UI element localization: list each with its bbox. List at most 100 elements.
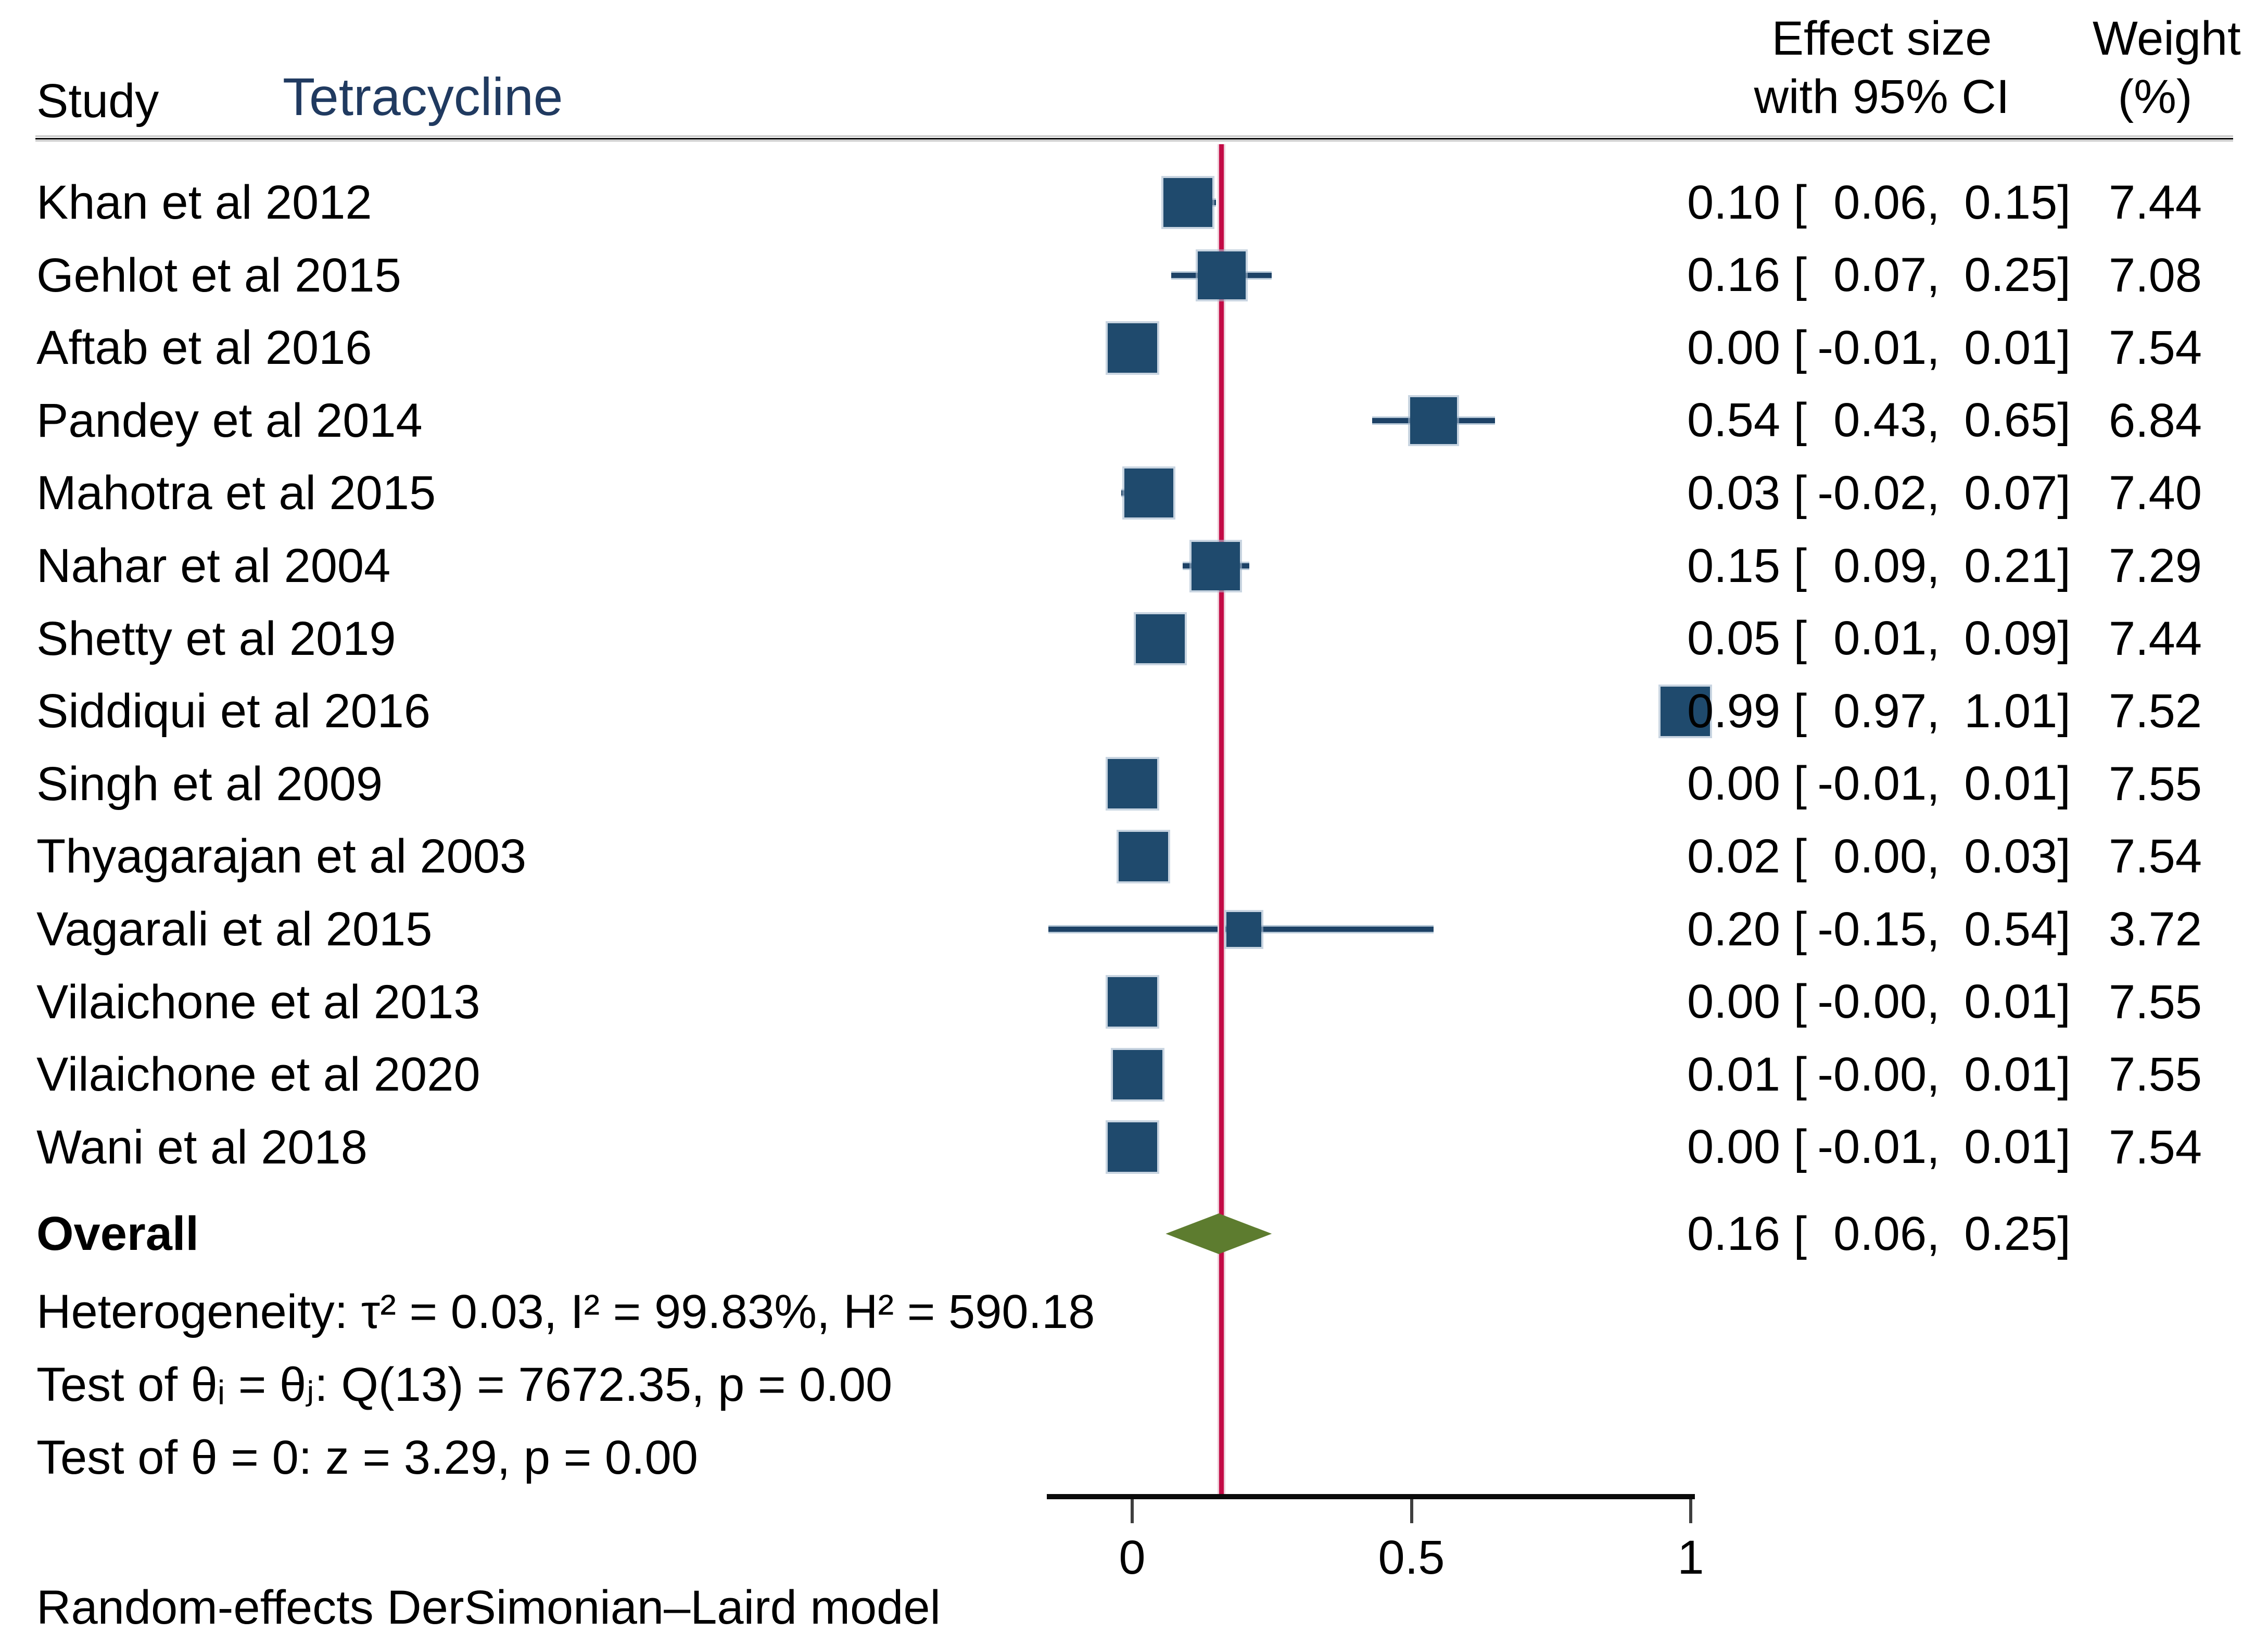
bracket-close: ]	[2057, 757, 2071, 811]
comma: ,	[1927, 539, 1954, 592]
effect-estimate: 0.02	[1687, 829, 1780, 883]
effect-square-marker	[1107, 1122, 1157, 1172]
effect-estimate: 0.20	[1687, 902, 1780, 956]
effect-size-header-line1: Effect size	[1771, 12, 1992, 65]
ci-lower: 0.01	[1833, 612, 1927, 665]
ci-upper: 0.01	[1964, 1120, 2058, 1174]
bracket-open: [	[1780, 684, 1807, 738]
bracket-open: [	[1780, 466, 1807, 520]
comma: ,	[1927, 612, 1954, 665]
ci-upper: 0.25	[1964, 248, 2058, 302]
comma: ,	[1927, 1120, 1954, 1174]
bracket-open: [	[1780, 1047, 1807, 1101]
effect-ci-text: 0.01 [-0.00, 0.01]	[1650, 1038, 2071, 1111]
effect-estimate: 0.00	[1687, 757, 1780, 811]
bracket-close: ]	[2057, 321, 2071, 374]
comma: ,	[1927, 1047, 1954, 1101]
comma: ,	[1927, 829, 1954, 883]
effect-square-marker	[1107, 977, 1157, 1027]
bracket-open: [	[1780, 612, 1807, 665]
study-row-label: Gehlot et al 2015	[36, 248, 401, 302]
bracket-close: ]	[2057, 248, 2071, 302]
study-row-label: Khan et al 2012	[36, 176, 372, 229]
effect-square-marker	[1118, 831, 1168, 881]
comma: ,	[1927, 975, 1954, 1029]
effect-square-marker	[1107, 759, 1157, 809]
ci-upper: 0.01	[1964, 975, 2058, 1029]
ci-lower: -0.00	[1817, 1047, 1927, 1101]
bracket-open: [	[1780, 539, 1807, 592]
comma: ,	[1927, 321, 1954, 374]
effect-estimate: 0.00	[1687, 975, 1780, 1029]
ci-lower: -0.01	[1817, 1120, 1927, 1174]
ci-lower: -0.01	[1817, 757, 1927, 811]
ci-lower: 0.06	[1833, 175, 1927, 229]
weight-value: 7.44	[2108, 612, 2202, 665]
ci-lower: 0.00	[1833, 829, 1927, 883]
x-axis-tick	[1410, 1499, 1413, 1523]
weight-value: 7.54	[2108, 830, 2202, 883]
effect-ci-text: 0.00 [-0.01, 0.01]	[1650, 1111, 2071, 1184]
ci-upper: 0.25	[1964, 1207, 2058, 1260]
weight-value: 7.29	[2108, 539, 2202, 592]
heterogeneity-stats: Heterogeneity: τ² = 0.03, I² = 99.83%, H…	[36, 1285, 1095, 1338]
comma: ,	[1927, 394, 1954, 447]
q-test-stats: Test of θᵢ = θⱼ: Q(13) = 7672.35, p = 0.…	[36, 1358, 893, 1411]
effect-estimate: 0.15	[1687, 539, 1780, 592]
effect-ci-text: 0.00 [-0.01, 0.01]	[1650, 748, 2071, 820]
effect-square-marker	[1226, 912, 1262, 947]
weight-value: 7.44	[2108, 176, 2202, 229]
effect-square-marker	[1124, 469, 1174, 518]
ci-lower: 0.06	[1833, 1207, 1927, 1260]
study-row-label: Pandey et al 2014	[36, 394, 423, 447]
effect-ci-text: 0.99 [0.97, 1.01]	[1650, 675, 2071, 748]
bracket-open: [	[1780, 175, 1807, 229]
weight-value: 3.72	[2108, 903, 2202, 956]
x-axis-line	[1046, 1494, 1695, 1499]
effect-estimate: 0.10	[1687, 175, 1780, 229]
ci-upper: 0.65	[1964, 394, 2058, 447]
effect-estimate: 0.99	[1687, 684, 1780, 738]
ci-upper: 1.01	[1964, 684, 2058, 738]
effect-size-header-line2: with 95% CI	[1754, 70, 2010, 123]
effect-ci-text: 0.03 [-0.02, 0.07]	[1650, 457, 2071, 529]
weight-value: 7.55	[2108, 1048, 2202, 1102]
ci-lower: -0.01	[1817, 321, 1927, 374]
weight-value: 7.08	[2108, 248, 2202, 302]
bracket-close: ]	[2057, 394, 2071, 447]
overall-diamond-marker	[1165, 1213, 1272, 1254]
study-row-label: Vilaichone et al 2013	[36, 975, 480, 1029]
study-column-header: Study	[36, 74, 159, 128]
effect-square-marker	[1410, 397, 1458, 444]
bracket-close: ]	[2057, 612, 2071, 665]
study-row-label: Shetty et al 2019	[36, 612, 396, 665]
ci-upper: 0.15	[1964, 175, 2058, 229]
effect-ci-text: 0.05 [0.01, 0.09]	[1650, 602, 2071, 675]
effect-estimate: 0.16	[1687, 1207, 1780, 1260]
ci-upper: 0.21	[1964, 539, 2058, 592]
ci-lower: 0.97	[1833, 684, 1927, 738]
effect-square-marker	[1113, 1049, 1163, 1099]
bracket-close: ]	[2057, 1120, 2071, 1174]
bracket-open: [	[1780, 1120, 1807, 1174]
ci-lower: -0.02	[1817, 466, 1927, 520]
bracket-open: [	[1780, 248, 1807, 302]
weight-value: 7.52	[2108, 685, 2202, 738]
effect-ci-text: 0.15 [0.09, 0.21]	[1650, 529, 2071, 602]
weight-value: 7.54	[2108, 1120, 2202, 1174]
effect-estimate: 0.16	[1687, 248, 1780, 302]
effect-square-marker	[1135, 614, 1185, 663]
effect-square-marker	[1192, 541, 1240, 590]
x-axis-tick-label: 0.5	[1378, 1531, 1445, 1584]
study-row-label: Singh et al 2009	[36, 757, 383, 811]
weight-value: 6.84	[2108, 394, 2202, 447]
study-row-label: Nahar et al 2004	[36, 539, 391, 592]
ci-upper: 0.01	[1964, 321, 2058, 374]
effect-square-marker	[1107, 323, 1157, 373]
effect-square-marker	[1163, 178, 1213, 227]
bracket-close: ]	[2057, 975, 2071, 1029]
ci-lower: 0.09	[1833, 539, 1927, 592]
z-test-stats: Test of θ = 0: z = 3.29, p = 0.00	[36, 1431, 698, 1484]
study-row-label: Vagarali et al 2015	[36, 903, 433, 956]
weight-header-line1: Weight	[2093, 12, 2241, 65]
